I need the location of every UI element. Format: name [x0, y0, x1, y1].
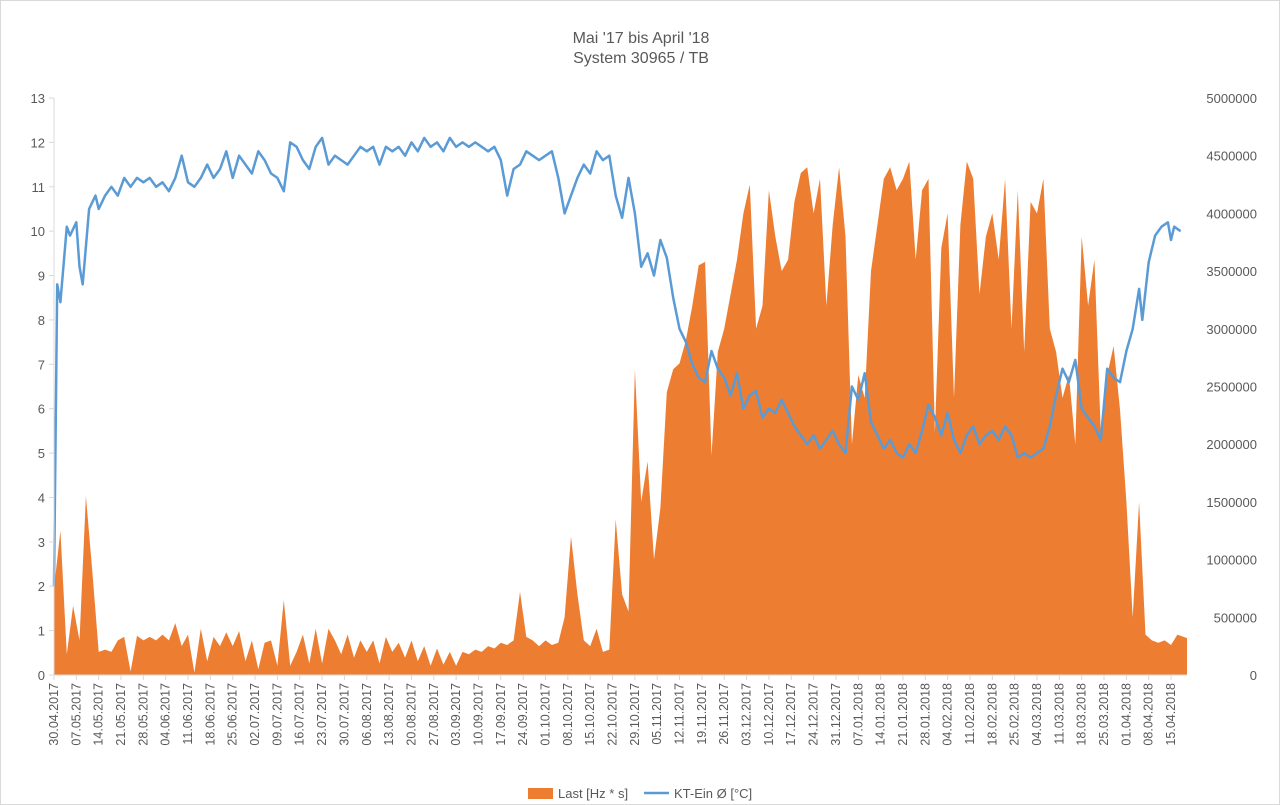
x-tick-label: 14.01.2018	[874, 683, 888, 746]
x-tick-label: 04.03.2018	[1030, 683, 1044, 746]
chart-title: Mai '17 bis April '18	[573, 30, 710, 47]
x-tick-label: 03.12.2017	[740, 683, 754, 746]
left-tick-label: 3	[38, 535, 45, 550]
x-tick-label: 09.07.2017	[270, 683, 284, 746]
left-tick-label: 2	[38, 579, 45, 594]
x-tick-label: 15.04.2018	[1164, 683, 1178, 746]
x-tick-label: 06.08.2017	[360, 683, 374, 746]
legend-label-kt-ein: KT-Ein Ø [°C]	[674, 786, 752, 801]
x-tick-label: 31.12.2017	[829, 683, 843, 746]
x-tick-label: 05.11.2017	[650, 683, 664, 745]
left-tick-label: 5	[38, 446, 45, 461]
left-tick-label: 9	[38, 269, 45, 284]
left-tick-label: 1	[38, 624, 45, 639]
x-tick-label: 28.05.2017	[136, 683, 150, 746]
right-tick-label: 2500000	[1206, 380, 1257, 395]
x-tick-label: 11.06.2017	[181, 683, 195, 745]
x-axis-ticks: 30.04.2017 07.05.2017 14.05.2017 21.05.2017…	[47, 675, 1178, 746]
right-tick-label: 2000000	[1206, 437, 1257, 452]
x-tick-label: 01.10.2017	[539, 683, 553, 746]
x-tick-label: 25.02.2018	[1008, 683, 1022, 746]
left-tick-label: 11	[32, 180, 46, 195]
x-tick-label: 26.11.2017	[717, 683, 731, 745]
x-tick-label: 24.12.2017	[807, 683, 821, 746]
x-tick-label: 25.06.2017	[226, 683, 240, 746]
x-tick-label: 12.11.2017	[673, 683, 687, 745]
x-tick-label: 21.01.2018	[896, 683, 910, 746]
left-tick-label: 10	[31, 224, 45, 239]
x-tick-label: 20.08.2017	[405, 683, 419, 746]
x-tick-label: 02.07.2017	[248, 683, 262, 746]
left-tick-label: 12	[31, 135, 45, 150]
x-tick-label: 30.04.2017	[47, 683, 61, 746]
x-tick-label: 18.02.2018	[985, 683, 999, 746]
x-tick-label: 04.06.2017	[159, 683, 173, 746]
x-tick-label: 11.03.2018	[1052, 683, 1066, 745]
x-tick-label: 18.03.2018	[1075, 683, 1089, 746]
x-tick-label: 17.09.2017	[494, 683, 508, 746]
series-line-kt-ein	[52, 136, 1182, 587]
right-tick-label: 1000000	[1206, 553, 1257, 568]
x-tick-label: 10.12.2017	[762, 683, 776, 746]
right-tick-label: 0	[1250, 668, 1257, 683]
x-tick-label: 15.10.2017	[583, 683, 597, 746]
right-tick-label: 3000000	[1206, 322, 1257, 337]
series-area-last	[54, 161, 1187, 675]
x-tick-label: 10.09.2017	[472, 683, 486, 746]
left-tick-label: 0	[38, 668, 45, 683]
left-tick-label: 6	[38, 402, 45, 417]
x-tick-label: 30.07.2017	[337, 683, 351, 746]
x-tick-label: 14.05.2017	[92, 683, 106, 746]
x-tick-label: 17.12.2017	[784, 683, 798, 746]
legend-label-last: Last [Hz * s]	[558, 786, 628, 801]
x-tick-label: 03.09.2017	[449, 683, 463, 746]
x-tick-label: 01.04.2018	[1119, 683, 1133, 746]
x-tick-label: 22.10.2017	[606, 683, 620, 746]
x-tick-label: 07.05.2017	[69, 683, 83, 746]
x-tick-label: 13.08.2017	[382, 683, 396, 746]
right-tick-label: 4500000	[1206, 149, 1257, 164]
axes-layer	[53, 98, 1187, 676]
right-axis-ticks: 0 500000 1000000 1500000 2000000 2500000 30000…	[1206, 91, 1257, 683]
series-layer	[52, 136, 1187, 675]
x-tick-label: 25.03.2018	[1097, 683, 1111, 746]
right-tick-label: 1500000	[1206, 495, 1257, 510]
left-tick-label: 4	[38, 490, 45, 505]
x-tick-label: 04.02.2018	[941, 683, 955, 746]
x-tick-label: 23.07.2017	[315, 683, 329, 746]
right-tick-label: 5000000	[1206, 91, 1257, 106]
x-tick-label: 18.06.2017	[203, 683, 217, 746]
left-tick-label: 7	[38, 357, 45, 372]
x-tick-label: 21.05.2017	[114, 683, 128, 746]
right-tick-label: 500000	[1214, 610, 1257, 625]
x-tick-label: 08.04.2018	[1142, 683, 1156, 746]
x-tick-label: 29.10.2017	[628, 683, 642, 746]
right-tick-label: 4000000	[1206, 206, 1257, 221]
x-tick-label: 28.01.2018	[918, 683, 932, 746]
right-tick-label: 3500000	[1206, 264, 1257, 279]
x-tick-label: 16.07.2017	[293, 683, 307, 746]
legend-swatch-last	[528, 788, 553, 799]
x-tick-label: 27.08.2017	[427, 683, 441, 746]
x-tick-label: 08.10.2017	[561, 683, 575, 746]
x-tick-label: 07.01.2018	[851, 683, 865, 746]
left-tick-label: 8	[38, 313, 45, 328]
left-tick-label: 13	[31, 91, 45, 106]
x-tick-label: 11.02.2018	[963, 683, 977, 745]
x-tick-label: 19.11.2017	[695, 683, 709, 745]
x-tick-label: 24.09.2017	[516, 683, 530, 746]
legend: Last [Hz * s] KT-Ein Ø [°C]	[528, 786, 752, 801]
chart-subtitle: System 30965 / TB	[573, 50, 709, 67]
